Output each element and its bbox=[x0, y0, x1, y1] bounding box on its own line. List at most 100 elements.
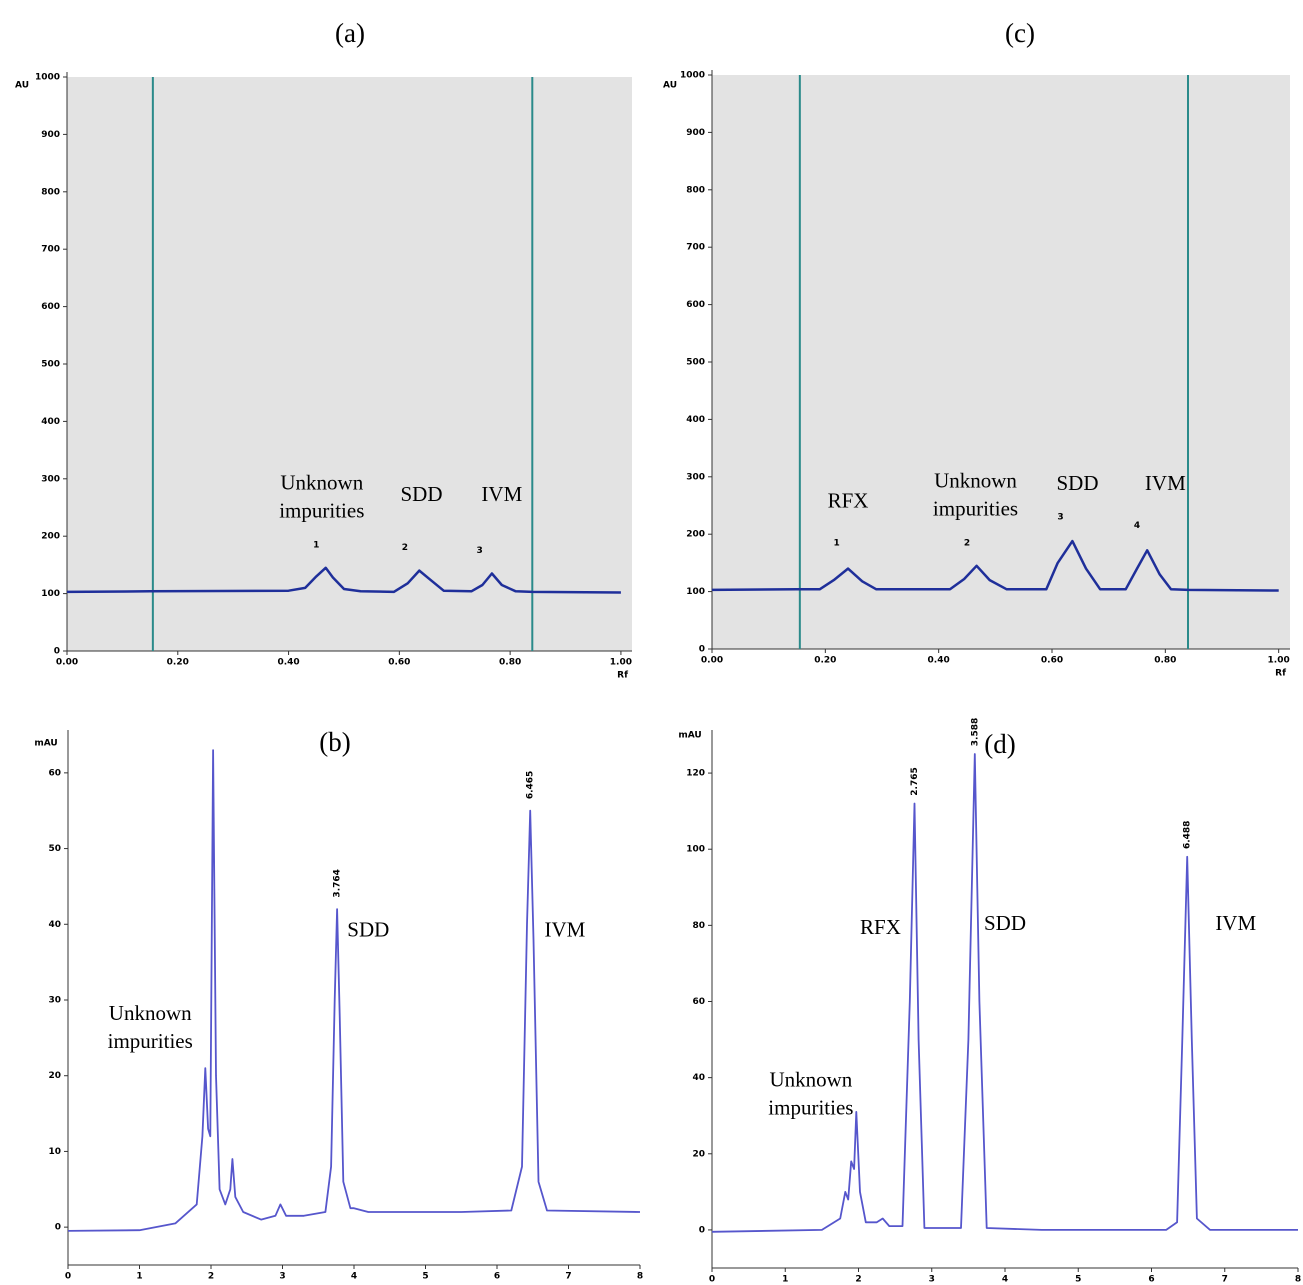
plot-background bbox=[67, 77, 632, 651]
y-tick-label: 0 bbox=[54, 647, 60, 657]
y-tick-label: 120 bbox=[686, 769, 705, 779]
peak-annotation: RFX bbox=[828, 488, 869, 512]
peak-number: 1 bbox=[834, 538, 840, 548]
retention-label: 3.588 bbox=[970, 718, 980, 746]
peak-annotation: impurities bbox=[933, 496, 1018, 520]
retention-label: 2.765 bbox=[910, 767, 920, 795]
x-tick-label: 1.00 bbox=[1268, 656, 1290, 666]
peak-annotation: RFX bbox=[860, 915, 901, 939]
trace bbox=[711, 753, 1298, 1233]
trace bbox=[67, 749, 641, 1232]
x-tick-label: 6 bbox=[494, 1272, 500, 1282]
y-tick-label: 300 bbox=[686, 472, 705, 482]
panel-title: (d) bbox=[984, 729, 1015, 759]
retention-label: 6.488 bbox=[1183, 821, 1193, 849]
panel-title: (a) bbox=[335, 18, 365, 48]
x-axis-label: Rf bbox=[617, 671, 628, 681]
y-tick-label: 800 bbox=[686, 185, 705, 195]
x-tick-label: 3 bbox=[279, 1272, 285, 1282]
x-tick-label: 8 bbox=[1295, 1275, 1301, 1285]
peak-annotation: impurities bbox=[108, 1029, 193, 1053]
x-tick-label: 0.20 bbox=[167, 658, 189, 668]
x-tick-label: 8 bbox=[637, 1272, 643, 1282]
y-tick-label: 600 bbox=[686, 300, 705, 310]
x-tick-label: 2 bbox=[208, 1272, 214, 1282]
x-tick-label: 3 bbox=[929, 1275, 935, 1285]
x-tick-label: 0.60 bbox=[388, 658, 410, 668]
y-tick-label: 500 bbox=[686, 358, 705, 368]
peak-annotation: SDD bbox=[401, 482, 443, 506]
x-tick-label: 0.80 bbox=[1154, 656, 1176, 666]
panel-title: (c) bbox=[1005, 18, 1035, 48]
y-tick-label: 400 bbox=[686, 415, 705, 425]
x-tick-label: 0.40 bbox=[277, 658, 299, 668]
y-tick-label: 700 bbox=[686, 243, 705, 253]
peak-number: 3 bbox=[1057, 512, 1063, 522]
x-tick-label: 0.40 bbox=[928, 656, 950, 666]
peak-annotation: SDD bbox=[984, 911, 1026, 935]
x-tick-label: 0.80 bbox=[499, 658, 521, 668]
plot-background bbox=[712, 75, 1290, 649]
peak-annotation: IVM bbox=[481, 482, 522, 506]
y-tick-label: 600 bbox=[41, 302, 60, 312]
x-tick-label: 4 bbox=[351, 1272, 357, 1282]
retention-label: 3.764 bbox=[333, 869, 343, 897]
x-tick-label: 1 bbox=[782, 1275, 788, 1285]
peak-annotation: Unknown bbox=[280, 470, 363, 494]
peak-annotation: Unknown bbox=[934, 468, 1017, 492]
peak-annotation: SDD bbox=[347, 918, 389, 942]
y-tick-label: 20 bbox=[48, 1071, 61, 1081]
peak-annotation: Unknown bbox=[109, 1001, 192, 1025]
y-tick-label: 60 bbox=[692, 997, 705, 1007]
x-tick-label: 7 bbox=[1222, 1275, 1228, 1285]
peak-number: 2 bbox=[964, 538, 970, 548]
retention-label: 6.465 bbox=[526, 771, 536, 799]
y-axis-label: AU bbox=[15, 81, 29, 91]
x-tick-label: 5 bbox=[422, 1272, 428, 1282]
y-tick-label: 300 bbox=[41, 474, 60, 484]
y-tick-label: 50 bbox=[48, 844, 61, 854]
peak-annotation: IVM bbox=[1145, 471, 1186, 495]
y-tick-label: 1000 bbox=[35, 73, 60, 83]
peak-annotation: IVM bbox=[545, 918, 586, 942]
y-tick-label: 0 bbox=[699, 1225, 705, 1235]
y-tick-label: 60 bbox=[48, 768, 61, 778]
y-tick-label: 0 bbox=[55, 1223, 61, 1233]
x-tick-label: 0.00 bbox=[56, 658, 78, 668]
x-tick-label: 1 bbox=[136, 1272, 142, 1282]
y-tick-label: 1000 bbox=[680, 71, 705, 81]
y-axis-label: mAU bbox=[678, 731, 701, 741]
x-tick-label: 1.00 bbox=[610, 658, 632, 668]
y-axis-label: AU bbox=[663, 81, 677, 91]
peak-annotation: Unknown bbox=[769, 1067, 852, 1091]
y-tick-label: 10 bbox=[48, 1147, 61, 1157]
y-tick-label: 400 bbox=[41, 417, 60, 427]
trace bbox=[711, 539, 1279, 592]
trace bbox=[66, 566, 621, 594]
x-axis-label: Rf bbox=[1275, 669, 1286, 679]
x-tick-label: 0.60 bbox=[1041, 656, 1063, 666]
peak-number: 2 bbox=[402, 543, 408, 553]
y-tick-label: 200 bbox=[41, 532, 60, 542]
y-tick-label: 200 bbox=[686, 530, 705, 540]
peak-annotation: SDD bbox=[1056, 471, 1098, 495]
y-tick-label: 900 bbox=[41, 130, 60, 140]
y-tick-label: 20 bbox=[692, 1149, 705, 1159]
y-tick-label: 40 bbox=[692, 1073, 705, 1083]
panel-title: (b) bbox=[319, 727, 350, 757]
y-tick-label: 500 bbox=[41, 360, 60, 370]
y-tick-label: 30 bbox=[48, 996, 61, 1006]
x-tick-label: 0 bbox=[65, 1272, 71, 1282]
y-tick-label: 0 bbox=[699, 645, 705, 655]
y-tick-label: 700 bbox=[41, 245, 60, 255]
x-tick-label: 2 bbox=[855, 1275, 861, 1285]
peak-annotation: IVM bbox=[1215, 911, 1256, 935]
peak-number: 4 bbox=[1134, 521, 1140, 531]
x-tick-label: 0 bbox=[709, 1275, 715, 1285]
y-axis-label: mAU bbox=[34, 739, 57, 749]
x-tick-label: 6 bbox=[1148, 1275, 1154, 1285]
y-tick-label: 40 bbox=[48, 920, 61, 930]
peak-number: 3 bbox=[477, 546, 483, 556]
y-tick-label: 100 bbox=[686, 845, 705, 855]
